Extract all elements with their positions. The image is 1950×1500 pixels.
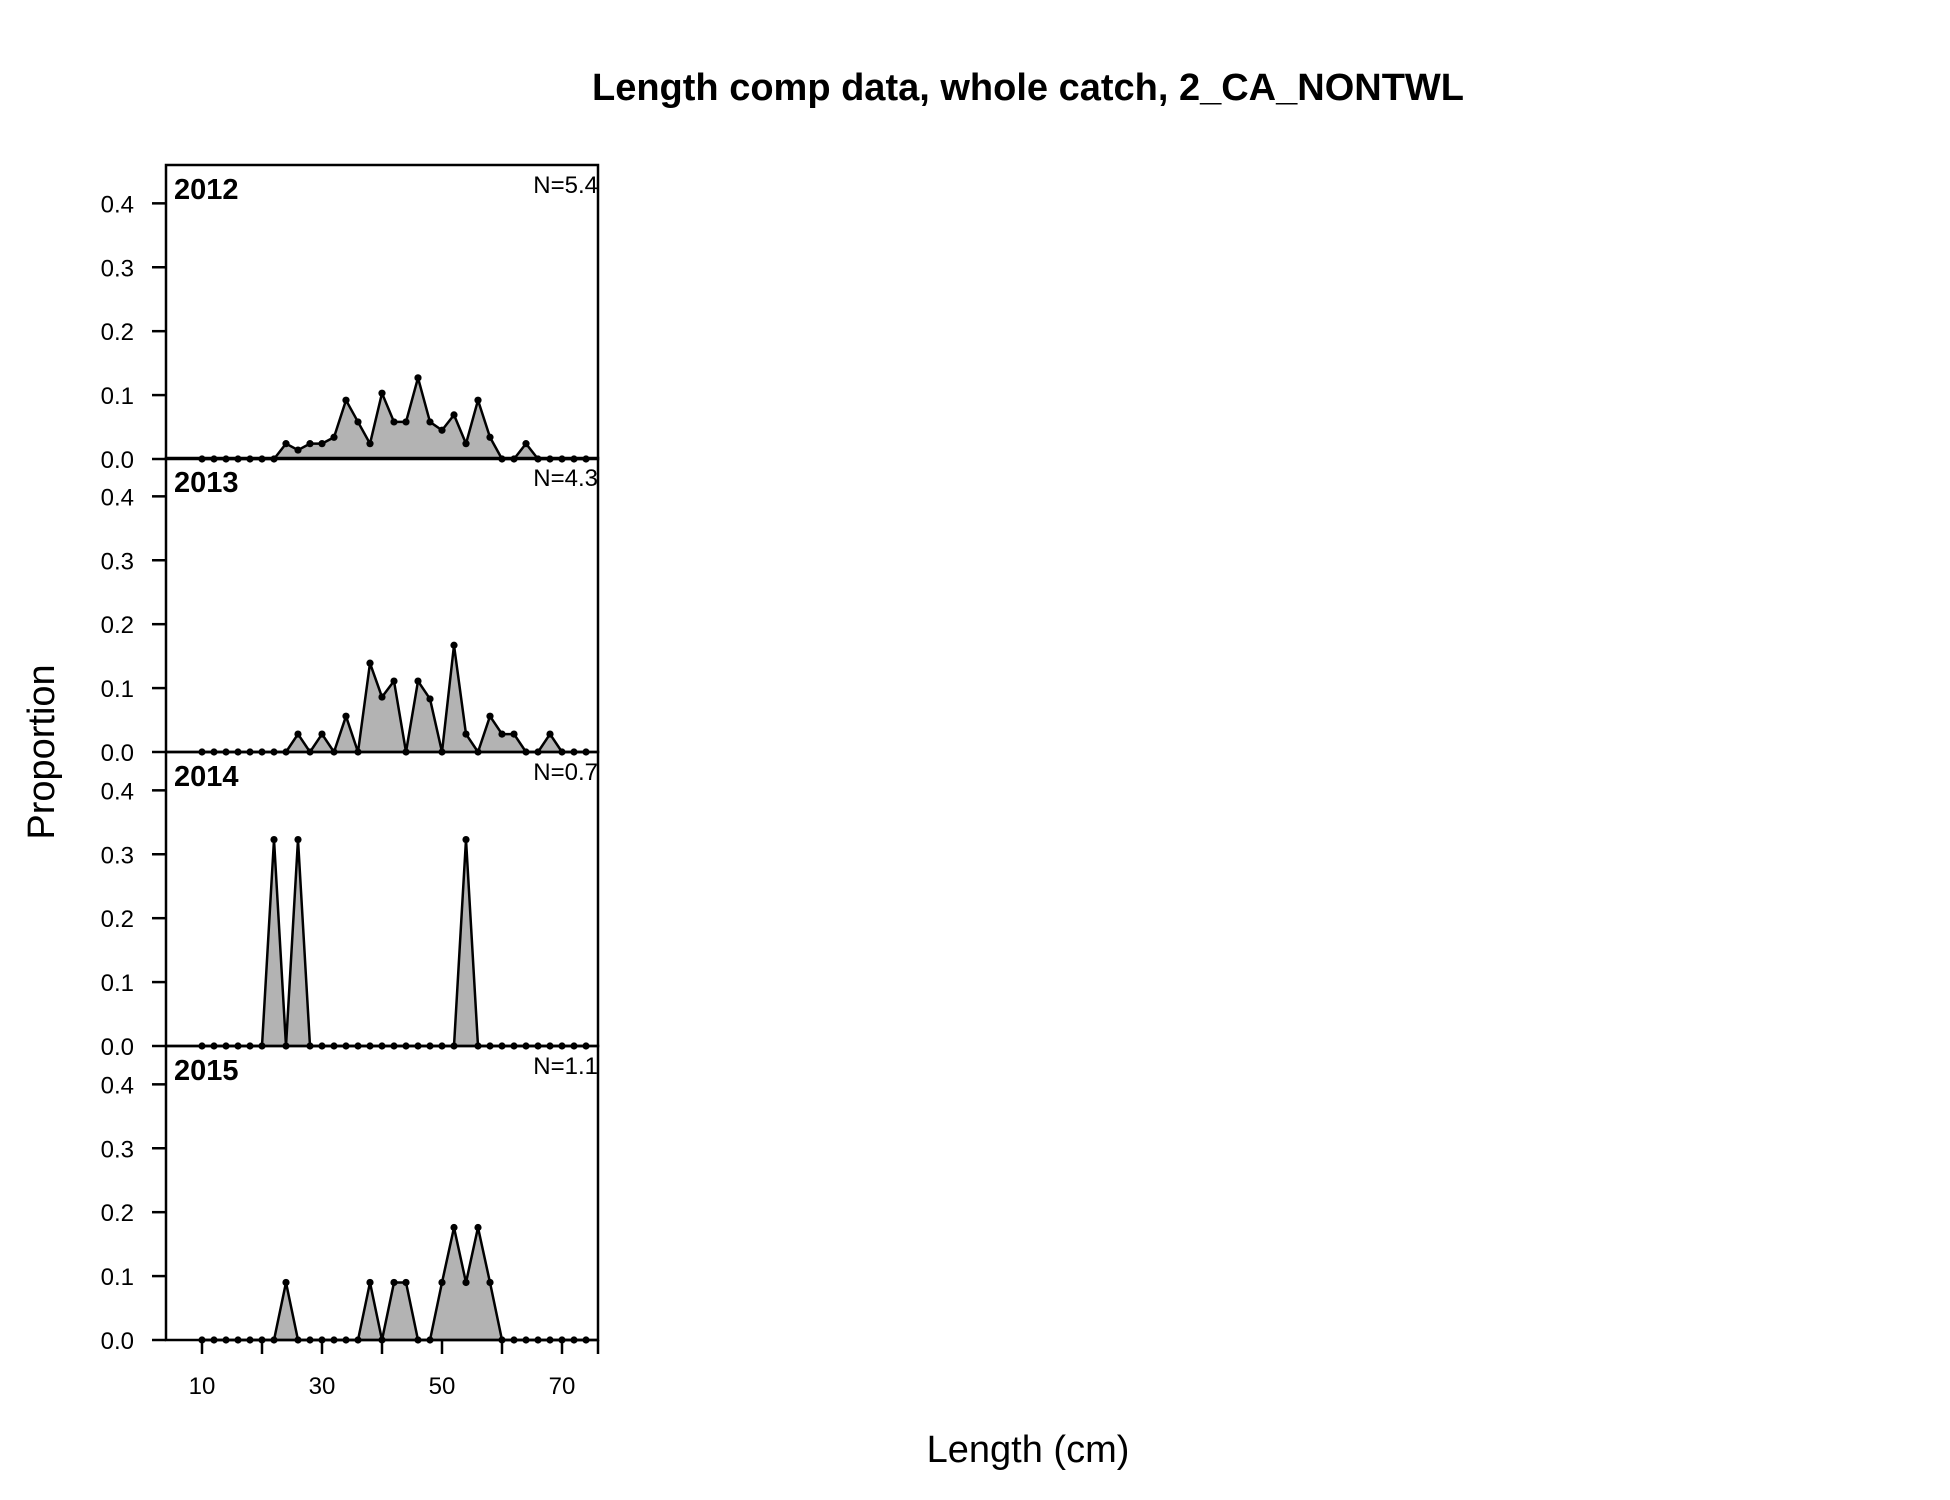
data-point [510, 730, 518, 738]
y-tick-label: 0.4 [101, 1072, 134, 1099]
data-point [474, 1223, 482, 1232]
x-axis-label: Length (cm) [927, 1429, 1130, 1471]
data-point [486, 1278, 494, 1287]
data-point [426, 418, 434, 426]
data-point [462, 835, 470, 844]
data-point [294, 835, 302, 844]
data-point [330, 433, 338, 441]
data-point [318, 730, 326, 738]
y-tick-label: 0.1 [101, 970, 134, 997]
data-point [282, 440, 290, 448]
data-point [474, 396, 482, 404]
data-point [414, 677, 422, 685]
data-point [426, 695, 434, 703]
data-point [390, 418, 398, 426]
y-tick-label: 0.1 [101, 383, 134, 410]
data-point [402, 1278, 410, 1287]
year-label-2013: 2013 [174, 467, 239, 499]
panel-2012: 0.0 0.1 0.2 0.3 0.4 2012 N=5.4 [101, 163, 600, 474]
year-label-2015: 2015 [174, 1055, 239, 1087]
data-point [486, 433, 494, 441]
y-tick-label: 0.2 [101, 319, 134, 346]
x-tick-label: 70 [549, 1373, 576, 1400]
data-point [438, 426, 446, 434]
y-tick-label: 0.3 [101, 842, 134, 869]
n-label-2012: N=5.4 [533, 172, 598, 199]
area-2013 [202, 645, 586, 752]
y-tick-label: 0.1 [101, 1264, 134, 1291]
x-tick-label: 30 [309, 1373, 336, 1400]
y-tick-label: 0.3 [101, 255, 134, 282]
y-tick-label: 0.2 [101, 612, 134, 639]
year-label-2014: 2014 [174, 761, 239, 793]
data-point [486, 712, 494, 720]
data-point [270, 835, 278, 844]
x-tick-label: 10 [189, 1373, 216, 1400]
n-label-2013: N=4.3 [533, 465, 598, 492]
data-point [366, 440, 374, 448]
data-point [306, 440, 314, 448]
year-label-2012: 2012 [174, 174, 239, 206]
data-point [318, 440, 326, 448]
y-tick-label: 0.3 [101, 548, 134, 575]
data-point [462, 440, 470, 448]
n-label-2014: N=0.7 [533, 759, 598, 786]
y-tick-label: 0.4 [101, 484, 134, 511]
panel-2013: 0.0 0.1 0.2 0.3 0.4 2013 N=4.3 [101, 456, 600, 767]
data-point [282, 1278, 290, 1287]
data-point [378, 693, 386, 701]
y-tick-label: 0.4 [101, 778, 134, 805]
data-point [414, 374, 422, 382]
x-axis: 10 30 50 70 [189, 1338, 600, 1400]
panel-2014: 0.0 0.1 0.2 0.3 0.4 2014 N=0.7 [101, 750, 600, 1061]
n-label-2015: N=1.1 [533, 1053, 598, 1080]
y-tick-label: 0.1 [101, 676, 134, 703]
data-point [294, 446, 302, 454]
y-tick-label: 0.0 [101, 447, 134, 474]
data-point [366, 659, 374, 667]
data-point [522, 440, 530, 448]
data-point [390, 1278, 398, 1287]
data-point [294, 730, 302, 738]
y-axis-label: Proportion [21, 664, 63, 839]
data-point [378, 389, 386, 397]
data-point [450, 411, 458, 419]
series-line-2014 [202, 838, 586, 1048]
data-point [546, 730, 554, 738]
data-point [390, 677, 398, 685]
panel-2015: 0.0 0.1 0.2 0.3 0.4 2015 N=1.1 [101, 1044, 600, 1355]
data-point [402, 418, 410, 426]
y-tick-label: 0.0 [101, 1034, 134, 1061]
area-2014 [202, 839, 586, 1046]
data-point [450, 641, 458, 649]
data-point [462, 730, 470, 738]
x-tick-label: 50 [429, 1373, 456, 1400]
y-tick-label: 0.3 [101, 1136, 134, 1163]
y-tick-label: 0.0 [101, 740, 134, 767]
panel-frame-2014 [164, 750, 600, 1048]
panels-group: 0.0 0.1 0.2 0.3 0.4 2012 N=5.4 0.0 0.1 0.2 0.3 0.4 2… [101, 163, 600, 1355]
data-point [462, 1278, 470, 1287]
y-tick-label: 0.0 [101, 1328, 134, 1355]
y-tick-label: 0.2 [101, 906, 134, 933]
data-point [354, 418, 362, 426]
data-point [342, 396, 350, 404]
data-point [438, 1278, 446, 1287]
data-point [498, 730, 506, 738]
data-point [366, 1278, 374, 1287]
panel-frame-2015 [164, 1044, 600, 1342]
data-point [342, 712, 350, 720]
data-point [450, 1223, 458, 1232]
y-tick-label: 0.4 [101, 191, 134, 218]
chart-title: Length comp data, whole catch, 2_CA_NONT… [592, 67, 1464, 109]
y-tick-label: 0.2 [101, 1200, 134, 1227]
